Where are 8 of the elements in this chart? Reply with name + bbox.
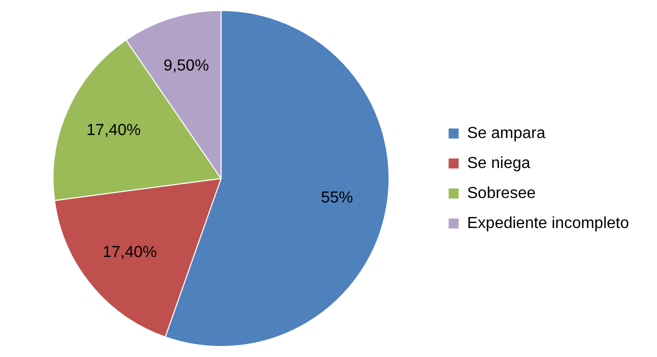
data-label: 55% bbox=[320, 190, 353, 207]
data-label: 9,50% bbox=[164, 58, 209, 75]
legend-label: Sobresee bbox=[467, 184, 536, 202]
legend-label: Se niega bbox=[467, 154, 530, 172]
legend-label: Se ampara bbox=[467, 124, 546, 142]
data-label: 17,40% bbox=[86, 122, 141, 140]
data-label: 17,40% bbox=[102, 244, 157, 262]
legend-label: Expediente incompleto bbox=[467, 214, 630, 232]
